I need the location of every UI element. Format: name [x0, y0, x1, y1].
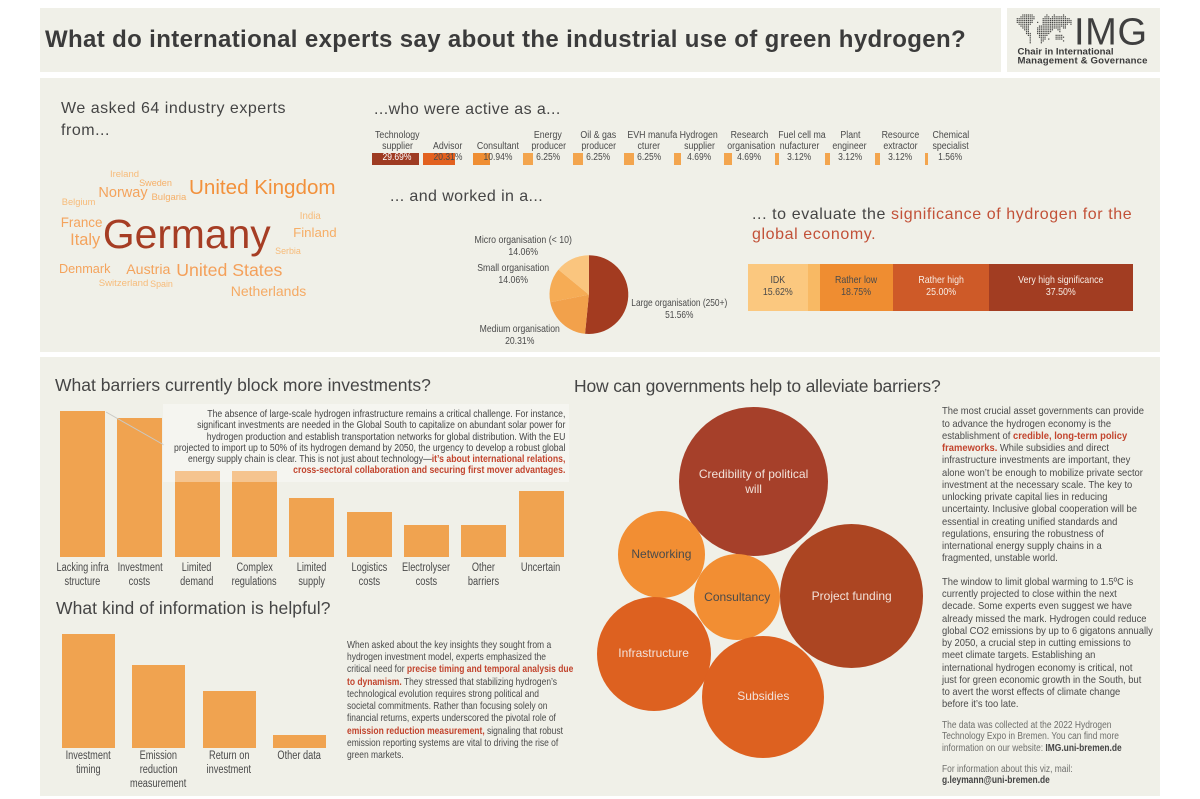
svg-text:Management & Governance: Management & Governance [1018, 56, 1148, 67]
svg-text:Chair in International: Chair in International [1018, 47, 1114, 58]
svg-text:IMG: IMG [1074, 12, 1147, 54]
